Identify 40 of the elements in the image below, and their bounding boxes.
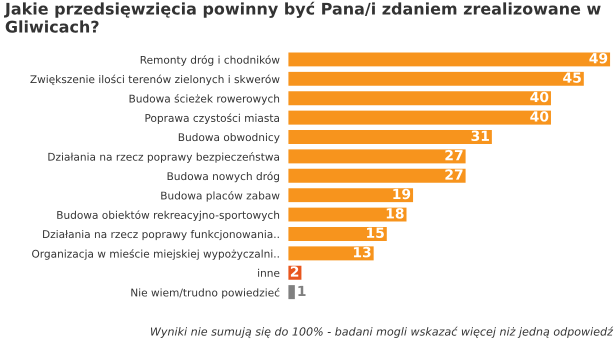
- bar: [288, 91, 551, 106]
- y-tick-label: inne: [258, 268, 280, 277]
- y-tick-label: Działania na rzecz poprawy bezpieczeństwa: [48, 152, 279, 163]
- y-tick-label: Nie wiem/trudno powiedzieć: [131, 288, 280, 299]
- y-tick-label: Poprawa czystości miasta: [146, 113, 279, 124]
- bar: [288, 285, 295, 300]
- bar: [288, 188, 414, 202]
- bar: [288, 110, 551, 125]
- data-label: 45: [563, 72, 581, 83]
- data-label: 40: [530, 111, 548, 122]
- y-tick-label: Budowa obwodnicy: [178, 132, 280, 144]
- data-label: 40: [530, 92, 548, 102]
- y-tick-label: Organizacja w mieście miejskiej wypożyczalni..: [32, 249, 279, 260]
- data-label: 13: [354, 246, 371, 258]
- data-label: 15: [367, 228, 384, 238]
- bar: [288, 149, 466, 164]
- data-label: 49: [589, 52, 608, 64]
- bar: [288, 72, 584, 86]
- data-label: 31: [472, 130, 489, 142]
- y-tick-label: Remonty dróg i chodników: [140, 55, 280, 66]
- y-tick-label: Budowa nowych dróg: [168, 172, 279, 182]
- bar: [288, 246, 374, 260]
- y-tick-label: Budowa ścieżek rowerowych: [130, 94, 280, 105]
- bar: [288, 208, 406, 222]
- y-tick-label: Działania na rzecz poprawy funkcjonowania..: [43, 230, 279, 240]
- chart-title: Jakie przedsięwzięcia powinny być Pana/i zdaniem zrealizowane w Gliwicach?: [4, 2, 601, 33]
- bar: [288, 168, 466, 183]
- y-tick-label: Budowa obiektów rekreacyjno-sportowych: [57, 210, 280, 221]
- data-label: 2: [290, 266, 298, 277]
- bar: [288, 226, 387, 241]
- data-label: 19: [393, 188, 410, 200]
- data-label: 1: [298, 286, 306, 296]
- bar: [288, 130, 492, 144]
- y-tick-label: Budowa placów zabaw: [161, 190, 280, 202]
- data-label: 27: [445, 169, 463, 180]
- bar: [288, 52, 610, 66]
- data-label: 18: [386, 208, 404, 219]
- text: Wyniki nie sumują się do 100% - badani mogli wskazać więcej niż jedną odpowiedź: [150, 326, 614, 338]
- data-label: 27: [445, 150, 463, 160]
- y-tick-label: Zwiększenie ilości terenów zielonych i skwerów: [30, 74, 280, 86]
